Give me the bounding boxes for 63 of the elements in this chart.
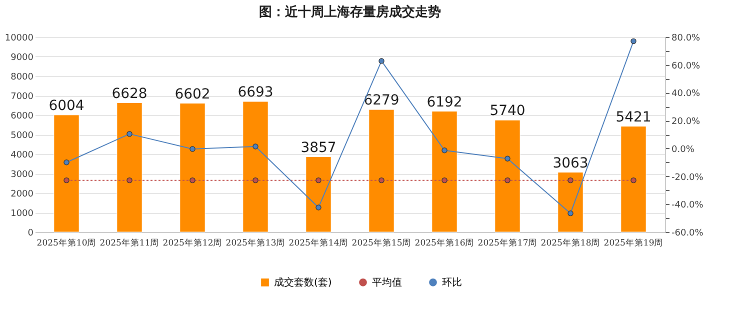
bar (306, 156, 332, 232)
point (504, 156, 510, 162)
legend-label: 环比 (442, 276, 462, 288)
point (442, 148, 448, 154)
y-tick-label: 2000 (10, 190, 34, 200)
x-tick-label: 2025年第19周 (604, 238, 664, 248)
y2-tick-label: 40.0% (672, 89, 701, 100)
data-label: 5421 (616, 109, 652, 126)
y-tick-label: 8000 (10, 72, 34, 82)
y-tick-label: 5000 (10, 131, 34, 141)
y-tick-label: 9000 (10, 53, 34, 63)
x-tick-label: 2025年第18周 (540, 238, 600, 248)
bar (620, 126, 646, 232)
data-label: 6279 (364, 92, 400, 109)
bar (180, 103, 206, 232)
legend-label: 平均值 (372, 276, 402, 288)
data-label: 6192 (426, 94, 462, 110)
x-tick-label: 2025年第17周 (478, 238, 538, 248)
bar (116, 102, 142, 232)
data-label: 5740 (490, 103, 526, 120)
y2-tick-label: -20.0% (672, 172, 704, 183)
data-label: 3857 (300, 140, 336, 156)
bar (54, 114, 80, 232)
y-tick-label: 4000 (10, 150, 34, 160)
data-label: 6602 (174, 86, 210, 102)
y-tick-label: 3000 (10, 170, 34, 180)
point (190, 146, 196, 152)
point (252, 144, 258, 150)
y2-tick-label: 80.0% (672, 34, 701, 44)
x-tick-label: 2025年第15周 (352, 238, 412, 248)
y2-tick-label: -40.0% (672, 200, 704, 211)
data-label: 6628 (112, 86, 148, 102)
point (630, 38, 636, 44)
y-tick-label: 6000 (10, 112, 34, 122)
bar (432, 111, 458, 232)
x-tick-label: 2025年第13周 (226, 238, 286, 248)
y-tick-label: 10000 (4, 34, 34, 44)
bar (558, 172, 584, 232)
x-tick-label: 2025年第16周 (414, 238, 474, 248)
y2-tick-label: -60.0% (672, 228, 704, 238)
y-tick-label: 1000 (10, 209, 34, 219)
point (378, 58, 384, 64)
legend-label: 成交套数(套) (274, 276, 332, 288)
point (568, 210, 574, 216)
x-tick-label: 2025年第12周 (162, 238, 222, 248)
point (64, 160, 70, 166)
x-tick-label: 2025年第14周 (288, 238, 348, 248)
point (316, 204, 322, 210)
chart-title: 图：近十周上海存量房成交走势 (259, 4, 441, 20)
data-label: 6693 (238, 84, 274, 100)
point (126, 131, 132, 137)
data-label: 3063 (552, 155, 588, 172)
x-tick-label: 2025年第10周 (36, 238, 96, 248)
data-label: 6004 (48, 98, 84, 114)
y2-tick-label: 20.0% (672, 117, 701, 128)
x-tick-label: 2025年第11周 (100, 238, 160, 248)
bar (494, 120, 520, 232)
y-tick-label: 7000 (10, 92, 34, 102)
y2-tick-label: 0.0% (672, 144, 695, 155)
bar (368, 109, 394, 232)
bar (242, 101, 268, 232)
y2-tick-label: 60.0% (672, 61, 701, 72)
y-tick-label: 0 (28, 228, 34, 238)
